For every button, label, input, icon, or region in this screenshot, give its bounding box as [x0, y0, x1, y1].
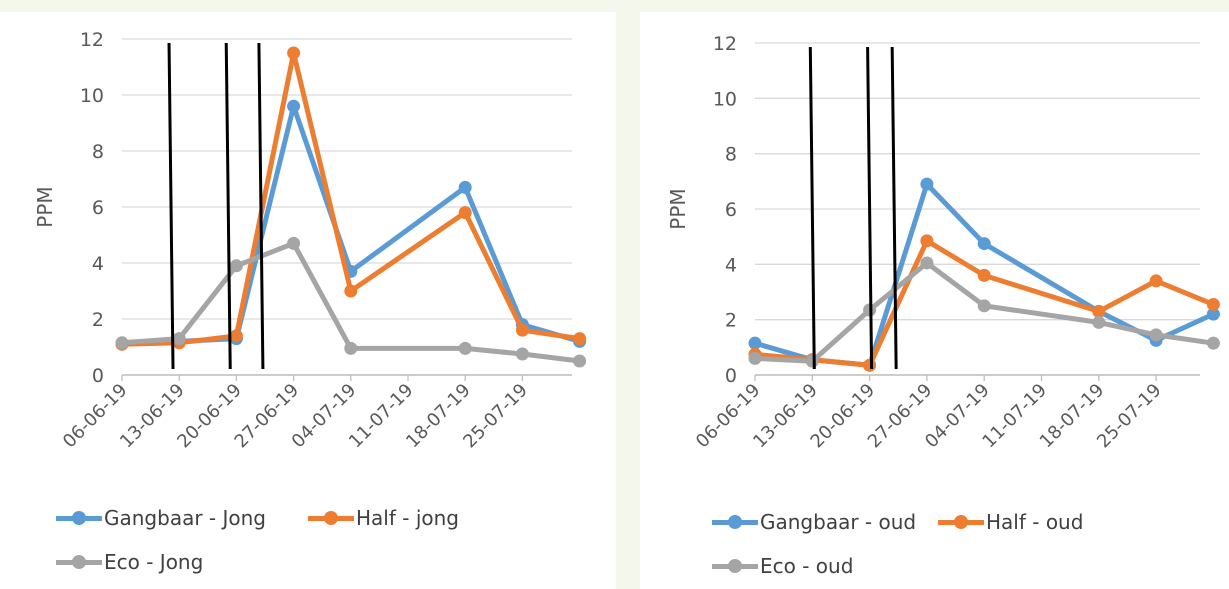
data-point	[287, 236, 301, 250]
legend-label: Half - oud	[986, 510, 1084, 534]
data-point	[458, 206, 472, 220]
data-point	[515, 323, 529, 337]
vertical-marker-line	[866, 46, 874, 370]
data-point	[172, 332, 186, 346]
data-point	[229, 259, 243, 273]
data-point	[1206, 307, 1220, 321]
data-point	[573, 332, 587, 346]
data-point	[573, 354, 587, 368]
legend-swatch-gray	[56, 551, 102, 573]
vertical-marker-line	[890, 46, 898, 370]
legend-swatch-orange	[938, 511, 984, 533]
vertical-marker-line	[167, 42, 175, 370]
vertical-marker-line	[257, 42, 265, 370]
data-point	[748, 351, 762, 365]
y-tick-label: 2	[725, 310, 737, 332]
data-point	[920, 256, 934, 270]
y-tick-label: 8	[725, 144, 737, 166]
line-chart-oud: 024681012PPM06-06-1913-06-1920-06-1927-0…	[666, 33, 1220, 452]
chart-panel-left: 0 2 4 6 8 10 12 PPM 06-06-19 13-06-19 20-06-19 27-0…	[0, 12, 616, 589]
data-point	[805, 354, 819, 368]
series-line	[754, 260, 1214, 364]
y-axis-label: PPM	[33, 186, 57, 227]
y-tick-label: 6	[725, 199, 737, 221]
data-point	[920, 234, 934, 248]
legend-swatch-gray	[712, 555, 758, 577]
data-point	[344, 341, 358, 355]
series-line	[121, 50, 580, 347]
data-point	[1092, 315, 1106, 329]
data-point	[458, 180, 472, 194]
series-line	[754, 238, 1215, 368]
line-chart-jong: 024681012PPM06-06-1913-06-1920-06-1927-0…	[33, 29, 587, 452]
y-tick-label: 2	[92, 309, 104, 331]
legend-swatch-blue	[712, 511, 758, 533]
legend-item-half-jong: Half - jong	[308, 506, 459, 530]
legend-item-eco-oud: Eco - oud	[712, 554, 853, 578]
vertical-marker-line	[224, 42, 232, 370]
y-tick-label: 6	[92, 197, 104, 219]
data-point	[1149, 328, 1163, 342]
y-tick-label: 10	[80, 85, 104, 107]
data-point	[287, 99, 301, 113]
data-point	[1149, 274, 1163, 288]
chart-panel-right: 0 2 4 6 8 10 12 PPM 06-06-19 13-06-19 20-06-19 27-0…	[640, 12, 1229, 589]
legend-swatch-orange	[308, 507, 354, 529]
data-point	[515, 347, 529, 361]
y-tick-label: 12	[713, 33, 737, 55]
legend-item-gangbaar-oud: Gangbaar - oud	[712, 510, 916, 534]
data-point	[458, 341, 472, 355]
y-tick-label: 4	[725, 254, 737, 276]
data-point	[977, 268, 991, 282]
y-tick-label: 10	[713, 88, 737, 110]
data-point	[748, 336, 762, 350]
data-point	[1206, 297, 1220, 311]
data-point	[115, 336, 129, 350]
y-tick-label: 0	[725, 365, 737, 387]
y-tick-label: 0	[92, 365, 104, 387]
y-axis-label: PPM	[666, 188, 690, 229]
legend-item-gangbaar-jong: Gangbaar - Jong	[56, 506, 266, 530]
legend-label: Eco - Jong	[104, 550, 204, 574]
data-point	[977, 299, 991, 313]
data-point	[977, 237, 991, 251]
data-point	[287, 46, 301, 60]
data-point	[1206, 336, 1220, 350]
vertical-marker-line	[808, 46, 816, 370]
data-point	[920, 177, 934, 191]
data-point	[1092, 304, 1106, 318]
legend-item-eco-jong: Eco - Jong	[56, 550, 203, 574]
legend-label: Gangbaar - Jong	[104, 506, 266, 530]
data-point	[344, 284, 358, 298]
data-point	[229, 329, 243, 343]
y-tick-label: 8	[92, 141, 104, 163]
y-tick-label: 4	[92, 253, 104, 275]
series-line	[121, 240, 580, 364]
legend-label: Eco - oud	[760, 554, 854, 578]
legend-label: Half - jong	[356, 506, 459, 530]
data-point	[863, 358, 877, 372]
legend-label: Gangbaar - oud	[760, 510, 917, 534]
y-tick-label: 12	[80, 29, 104, 51]
legend-swatch-blue	[56, 507, 102, 529]
legend-item-half-oud: Half - oud	[938, 510, 1083, 534]
